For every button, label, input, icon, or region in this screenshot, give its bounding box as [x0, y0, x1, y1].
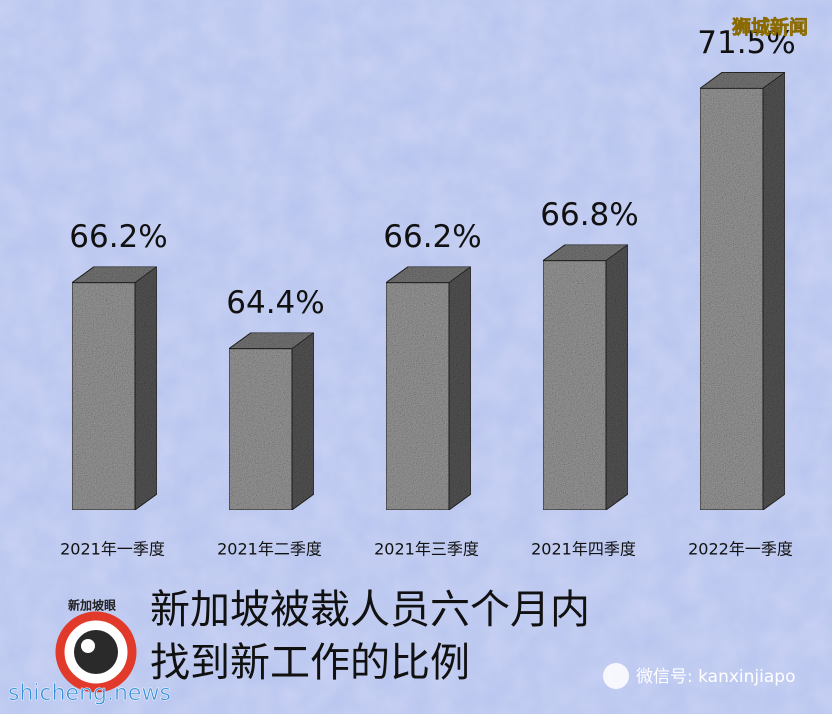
x-tick-label: 2021年三季度: [374, 540, 479, 559]
bar-side: [448, 265, 472, 511]
data-label: 66.8%: [540, 197, 638, 233]
x-tick-label: 2022年一季度: [688, 540, 793, 559]
bar: [699, 87, 764, 511]
x-tick-label: 2021年一季度: [60, 540, 165, 559]
x-tick-label: 2021年四季度: [531, 540, 636, 559]
bar-side: [762, 71, 786, 511]
wechat: 微信号: kanxinjiapo: [636, 667, 795, 687]
source: shicheng.news: [8, 681, 171, 706]
data-label: 66.2%: [69, 219, 167, 255]
bar: [71, 282, 136, 511]
wechat-icon: [603, 663, 629, 689]
data-label: 71.5%: [697, 25, 795, 61]
logo-eye: [74, 630, 118, 674]
x-tick-label: 2021年二季度: [217, 540, 322, 559]
bars: 66.2% 2021年一季度 64.4% 2021年二季度 66.2% 2021年三季度 6…: [60, 25, 796, 559]
bar: [228, 348, 293, 511]
chart-title: 新加坡被裁人员六个月内: [150, 587, 590, 633]
logo-text: 新加坡眼: [68, 598, 116, 613]
bar: [542, 260, 607, 511]
chart-title: 找到新工作的比例: [150, 640, 470, 686]
bar-side: [291, 331, 315, 511]
logo-highlight: [81, 639, 95, 653]
watermark: 狮城新闻: [732, 16, 808, 39]
data-label: 66.2%: [383, 219, 481, 255]
bar-side: [134, 265, 158, 511]
bar-side: [605, 243, 629, 511]
bar: [385, 282, 450, 511]
data-label: 64.4%: [226, 285, 324, 321]
